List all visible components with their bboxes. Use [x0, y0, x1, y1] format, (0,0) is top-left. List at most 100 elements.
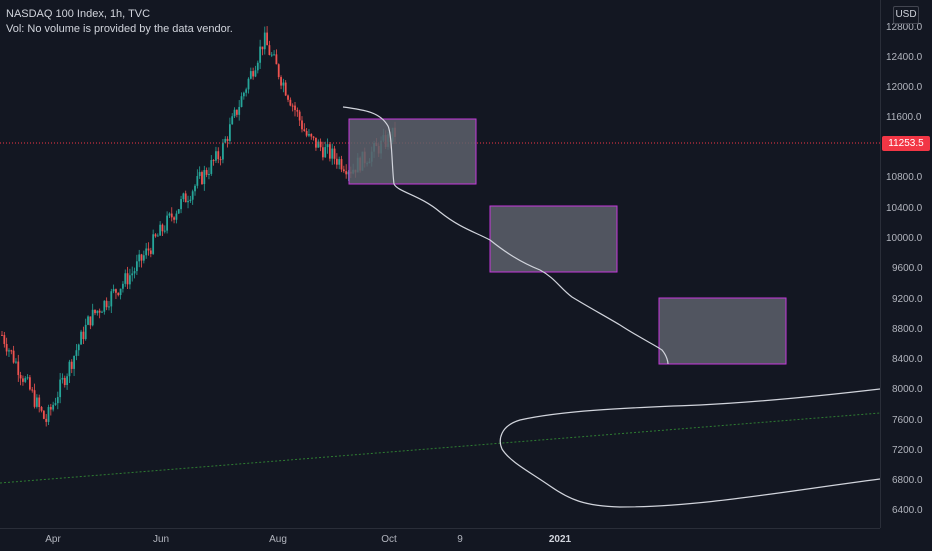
projection-path[interactable]: [342, 106, 669, 365]
price-label: 10800.0: [886, 172, 923, 183]
candle-body: [140, 254, 143, 261]
candle-body: [42, 410, 45, 419]
price-label: 9600.0: [892, 263, 923, 274]
candle-body: [24, 378, 27, 382]
candle-body: [87, 316, 89, 325]
target-zone-3[interactable]: [658, 297, 787, 365]
candle-body: [263, 32, 266, 50]
price-label: 8800.0: [892, 324, 923, 335]
currency-badge[interactable]: USD: [893, 6, 919, 24]
candle-body: [282, 82, 285, 86]
candle-body: [184, 193, 187, 203]
price-label: 7200.0: [892, 445, 923, 456]
symbol-legend[interactable]: NASDAQ 100 Index, 1h, TVC: [6, 8, 151, 20]
candle-body: [273, 54, 275, 56]
candle-body: [317, 141, 320, 148]
time-label: 2021: [548, 534, 572, 545]
candle-body: [59, 379, 62, 398]
candle-body: [112, 289, 115, 292]
time-axis[interactable]: Apr Jun Aug Oct 9 2021: [0, 528, 880, 551]
candle-body: [224, 138, 227, 143]
candle-body: [226, 138, 229, 141]
candle-body: [56, 397, 59, 404]
candle-body: [163, 230, 166, 232]
candle-body: [89, 316, 92, 326]
candle-body: [259, 46, 262, 63]
candle-body: [215, 151, 217, 161]
candle-body: [75, 350, 78, 356]
candle-body: [63, 377, 66, 386]
candle-body: [15, 361, 17, 363]
candle-body: [52, 404, 55, 410]
candle-body: [3, 335, 6, 344]
candle-body: [296, 110, 299, 112]
candle-body: [305, 131, 308, 136]
candle-body: [238, 106, 241, 115]
candle-body: [149, 250, 152, 254]
candle-body: [235, 109, 238, 115]
candle-body: [219, 159, 222, 161]
candle-body: [29, 377, 31, 390]
candle-body: [198, 172, 201, 177]
price-label: 8000.0: [892, 384, 923, 395]
trend-line[interactable]: [0, 412, 880, 484]
projection-loop-path[interactable]: [499, 388, 880, 508]
candle-body: [222, 142, 224, 160]
candle-body: [301, 120, 303, 130]
candle-body: [26, 377, 29, 379]
candle-body: [333, 148, 336, 159]
candle-body: [119, 288, 122, 296]
candle-body: [168, 213, 171, 216]
price-chart[interactable]: [0, 0, 880, 528]
candle-body: [254, 70, 257, 77]
candle-body: [228, 124, 231, 141]
candle-body: [303, 129, 306, 132]
candle-body: [166, 215, 169, 231]
candle-body: [117, 292, 120, 296]
candle-body: [40, 407, 43, 411]
volume-legend: Vol: No volume is provided by the data v…: [6, 23, 233, 35]
candle-body: [308, 133, 310, 136]
candle-body: [326, 144, 329, 148]
last-price-tag: 11253.5: [882, 136, 930, 151]
price-label: 6800.0: [892, 475, 923, 486]
candle-body: [66, 376, 69, 386]
price-label: 12000.0: [886, 82, 923, 93]
candle-body: [101, 311, 103, 313]
candlestick-series: [1, 26, 396, 427]
candle-body: [268, 45, 271, 55]
candle-body: [345, 171, 348, 175]
price-label: 12400.0: [886, 52, 923, 63]
candle-body: [38, 397, 41, 408]
candle-body: [322, 147, 324, 158]
candle-body: [175, 213, 178, 220]
candle-body: [152, 234, 155, 254]
candle-body: [5, 343, 8, 352]
chart-pane[interactable]: NASDAQ 100 Index, 1h, TVC Vol: No volume…: [0, 0, 880, 528]
candle-body: [73, 355, 75, 369]
candle-body: [203, 170, 206, 185]
price-label: 8400.0: [892, 354, 923, 365]
candle-body: [105, 300, 108, 308]
candle-body: [126, 273, 129, 285]
candle-body: [122, 283, 124, 289]
candle-body: [182, 193, 185, 200]
candle-body: [342, 169, 345, 172]
candle-body: [47, 407, 50, 422]
candle-body: [247, 78, 250, 90]
candle-body: [35, 397, 38, 407]
candle-body: [249, 71, 252, 79]
target-zone-1[interactable]: [348, 118, 477, 185]
candle-body: [12, 350, 15, 363]
candle-body: [94, 309, 96, 314]
candle-body: [70, 361, 73, 369]
time-label: 9: [457, 534, 463, 545]
candle-body: [147, 248, 150, 251]
candle-body: [31, 389, 34, 391]
candle-body: [217, 151, 220, 160]
candle-body: [91, 309, 94, 326]
price-axis[interactable]: 12800.0 12400.0 12000.0 11600.0 10800.0 …: [880, 0, 932, 528]
candle-body: [196, 176, 199, 186]
candle-body: [77, 344, 80, 351]
target-zone-2[interactable]: [489, 205, 618, 273]
